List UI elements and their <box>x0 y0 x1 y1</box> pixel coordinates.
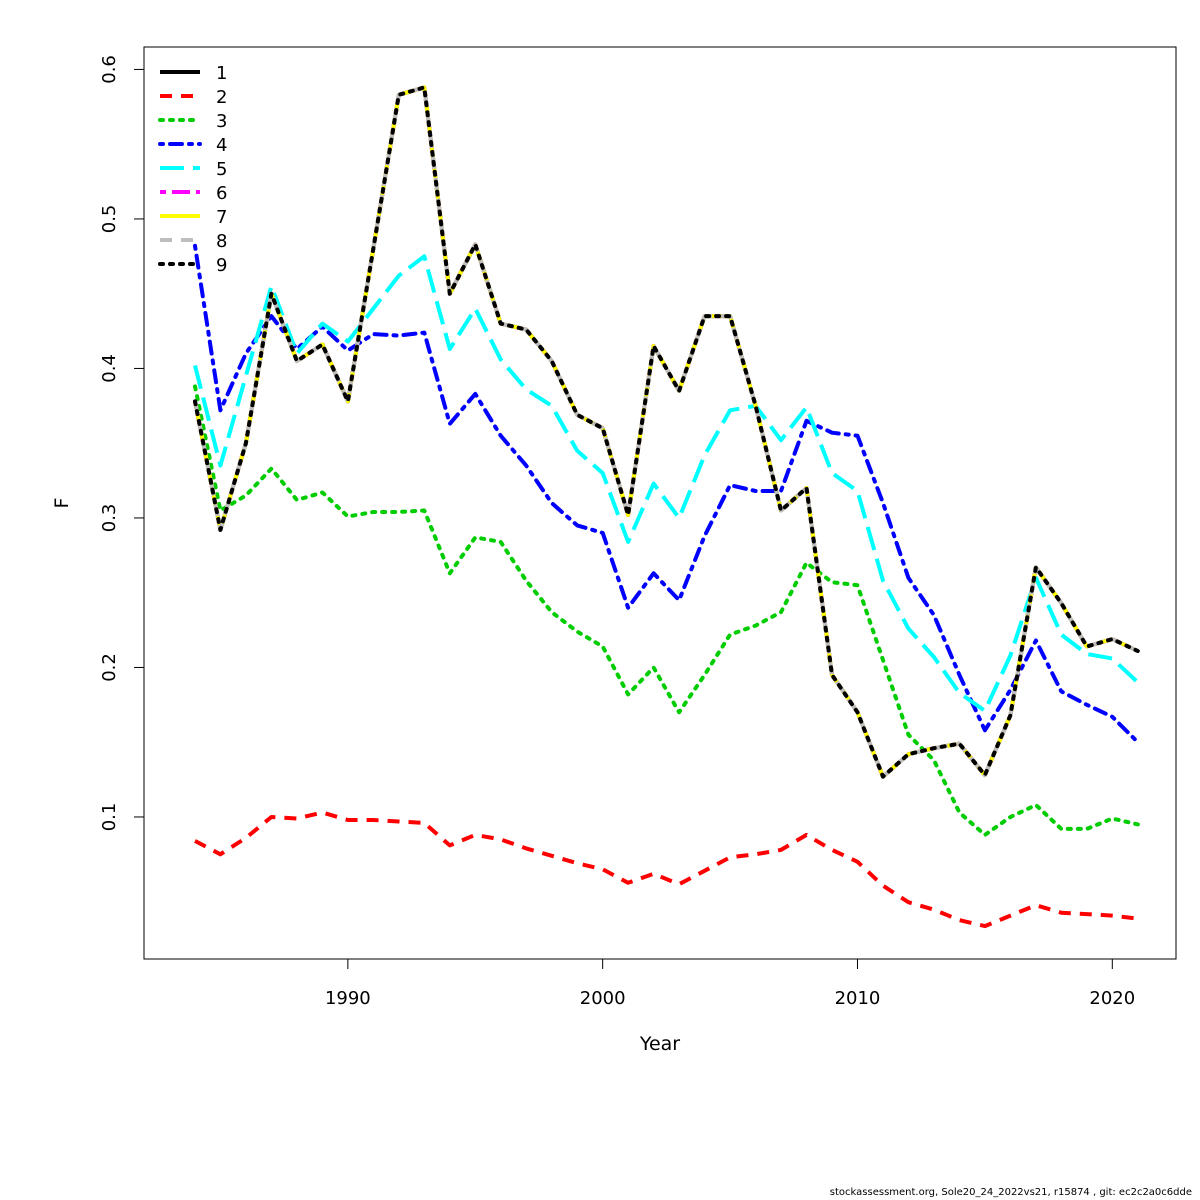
series-line-9 <box>193 85 1140 779</box>
series-line-2 <box>194 810 1139 929</box>
series-line-4 <box>193 243 1140 745</box>
y-tick-label: 0.3 <box>99 504 120 533</box>
legend-label-6: 6 <box>216 183 227 204</box>
y-tick-label: 0.5 <box>99 205 120 234</box>
series-line-3 <box>193 384 1140 837</box>
legend-label-2: 2 <box>216 87 227 108</box>
y-tick-label: 0.2 <box>99 653 120 682</box>
legend: 1 2 3 4 5 6 7 8 9 <box>158 63 227 276</box>
plot-frame <box>143 46 1177 960</box>
legend-label-9: 9 <box>216 255 227 276</box>
x-tick-label: 2000 <box>580 988 626 1009</box>
legend-label-7: 7 <box>216 207 227 228</box>
legend-label-1: 1 <box>216 63 227 84</box>
series-line-6 <box>193 85 1139 779</box>
footer-caption: stockassessment.org, Sole20_24_2022vs21,… <box>829 1187 1192 1198</box>
y-axis: 0.1 0.2 0.3 0.4 0.5 0.6 <box>99 55 145 832</box>
x-axis: 1990 2000 2010 2020 <box>325 958 1135 1009</box>
series-line-8 <box>193 85 1139 779</box>
x-tick-label: 2010 <box>835 988 881 1009</box>
series-line-1 <box>193 85 1139 779</box>
legend-label-5: 5 <box>216 159 227 180</box>
series-line-7 <box>193 85 1139 779</box>
x-axis-label: Year <box>639 1033 680 1055</box>
x-tick-label: 1990 <box>325 988 371 1009</box>
series-layer <box>193 85 1140 929</box>
y-axis-label: F <box>51 498 73 509</box>
y-tick-label: 0.1 <box>99 803 120 832</box>
legend-label-3: 3 <box>216 111 227 132</box>
y-tick-label: 0.4 <box>99 354 120 383</box>
legend-label-4: 4 <box>216 135 227 156</box>
legend-label-8: 8 <box>216 231 227 252</box>
series-line-5 <box>193 254 1140 713</box>
y-tick-label: 0.6 <box>99 55 120 84</box>
x-tick-label: 2020 <box>1089 988 1135 1009</box>
